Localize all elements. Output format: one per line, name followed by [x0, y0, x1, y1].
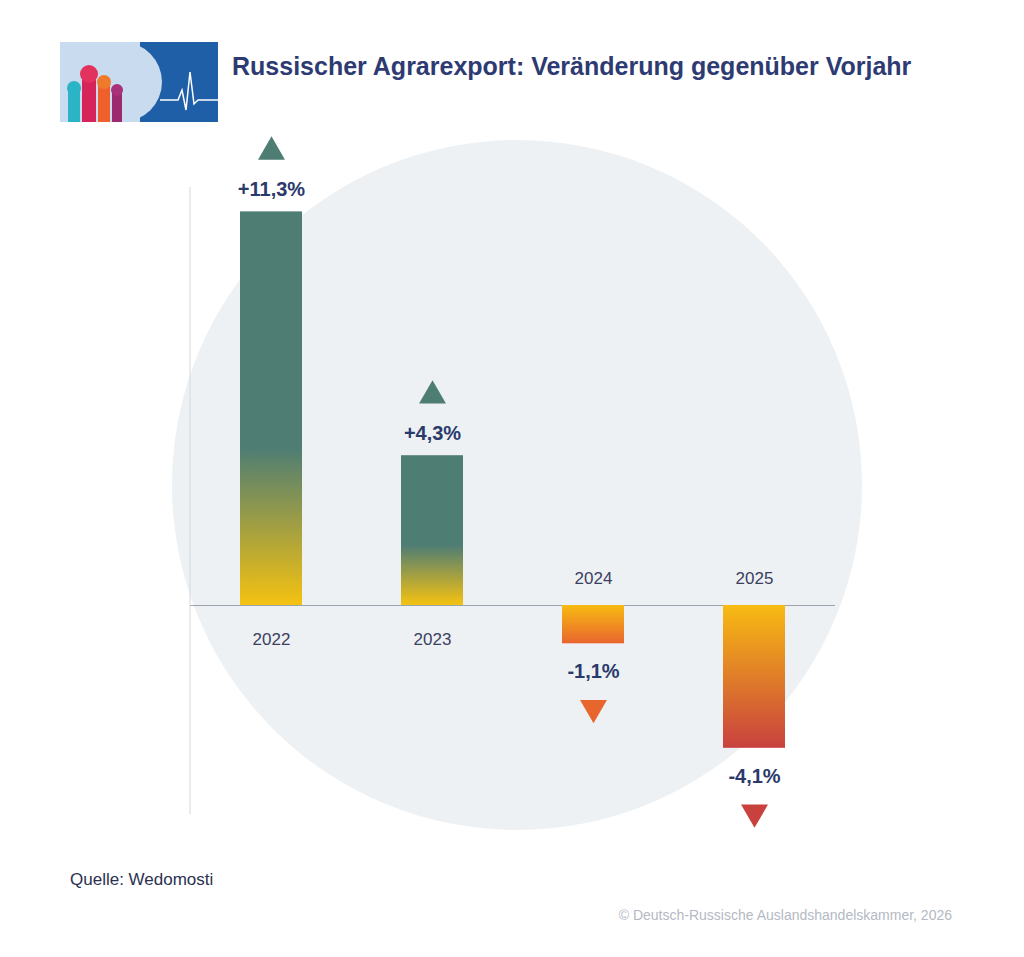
html-text:Russischer Agrarexport: Veränd: Russischer Agrarexport: Veränderung gege… [232, 52, 912, 80]
svg-text:+4,3%: +4,3% [404, 422, 461, 444]
svg-text:2024: 2024 [575, 569, 613, 588]
svg-text:2022: 2022 [253, 630, 291, 649]
svg-text:-1,1%: -1,1% [567, 660, 619, 682]
html-text:Quelle: Wedomosti: Quelle: Wedomosti [70, 870, 214, 889]
svg-text:2023: 2023 [414, 630, 452, 649]
svg-text:2025: 2025 [736, 569, 774, 588]
svg-text:-4,1%: -4,1% [728, 765, 780, 787]
svg-text:+11,3%: +11,3% [238, 178, 306, 200]
html-text:© Deutsch-Russische Auslandsha: © Deutsch-Russische Auslandshandelskamme… [618, 907, 952, 923]
